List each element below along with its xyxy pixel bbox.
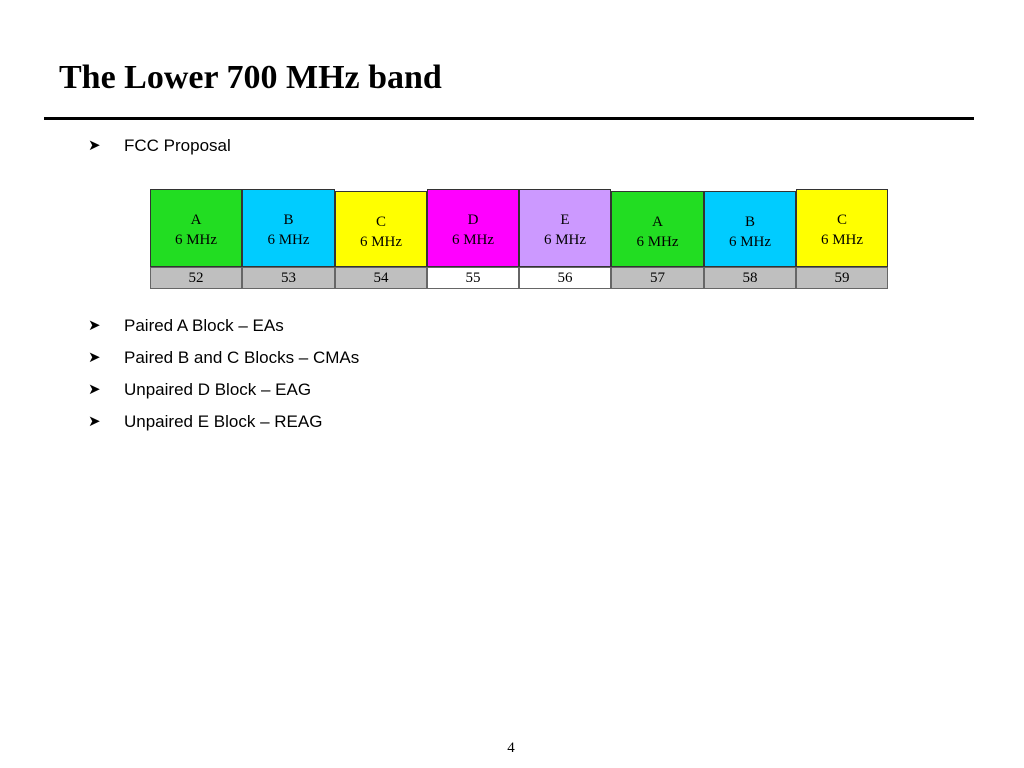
band-block-name: E <box>560 212 570 228</box>
band-block-size: 6 MHz <box>451 232 495 248</box>
band-plan-diagram: A 6 MHz 52 B 6 MHz 53 C 6 MHz 54 D 6 MHz 55 E 6 MHz 56… <box>150 189 888 291</box>
channel-number-cell: 55 <box>427 267 519 289</box>
channel-number-cell: 52 <box>150 267 242 289</box>
channel-number-cell: 59 <box>796 267 888 289</box>
band-block: A 6 MHz <box>611 191 704 267</box>
arrow-bullet-icon: ➤ <box>88 137 101 154</box>
band-block-name: C <box>836 212 847 228</box>
band-block: B 6 MHz <box>242 189 335 267</box>
channel-number-cell: 56 <box>519 267 611 289</box>
band-block-size: 6 MHz <box>728 234 772 250</box>
channel-number-cell: 58 <box>704 267 796 289</box>
bullet-text: FCC Proposal <box>124 136 231 155</box>
channel-number-cell: 53 <box>242 267 335 289</box>
band-block: C 6 MHz <box>335 191 427 267</box>
band-block-name: B <box>283 212 294 228</box>
arrow-bullet-icon: ➤ <box>88 381 101 398</box>
bullet-item: ➤ Paired A Block – EAs <box>88 315 284 337</box>
band-block-name: A <box>190 212 202 228</box>
bullet-text: Unpaired E Block – REAG <box>124 412 323 431</box>
bullet-item: ➤ Unpaired E Block – REAG <box>88 411 322 433</box>
title-divider <box>44 117 974 120</box>
arrow-bullet-icon: ➤ <box>88 349 101 366</box>
bullet-item: ➤ FCC Proposal <box>88 135 231 157</box>
bullet-item: ➤ Unpaired D Block – EAG <box>88 379 311 401</box>
band-block-size: 6 MHz <box>820 232 864 248</box>
band-block: B 6 MHz <box>704 191 796 267</box>
bullet-item: ➤ Paired B and C Blocks – CMAs <box>88 347 359 369</box>
band-block-size: 6 MHz <box>174 232 218 248</box>
band-block-name: B <box>744 214 755 230</box>
band-block: A 6 MHz <box>150 189 242 267</box>
band-block-name: C <box>375 214 386 230</box>
band-block-name: A <box>652 214 663 230</box>
band-block: D 6 MHz <box>427 189 519 267</box>
slide-title: The Lower 700 MHz band <box>59 59 442 96</box>
band-block-size: 6 MHz <box>636 234 679 250</box>
channel-number-cell: 57 <box>611 267 704 289</box>
bullet-text: Unpaired D Block – EAG <box>124 380 312 399</box>
arrow-bullet-icon: ➤ <box>88 413 101 430</box>
channel-number-cell: 54 <box>335 267 427 289</box>
band-block-name: D <box>467 212 479 228</box>
band-block-size: 6 MHz <box>543 232 587 248</box>
band-block-size: 6 MHz <box>267 232 310 248</box>
arrow-bullet-icon: ➤ <box>88 317 101 334</box>
band-block: C 6 MHz <box>796 189 888 267</box>
page-number: 4 <box>507 740 515 756</box>
band-block-size: 6 MHz <box>359 234 403 250</box>
bullet-text: Paired B and C Blocks – CMAs <box>124 348 360 367</box>
band-block: E 6 MHz <box>519 189 611 267</box>
bullet-text: Paired A Block – EAs <box>124 316 284 335</box>
